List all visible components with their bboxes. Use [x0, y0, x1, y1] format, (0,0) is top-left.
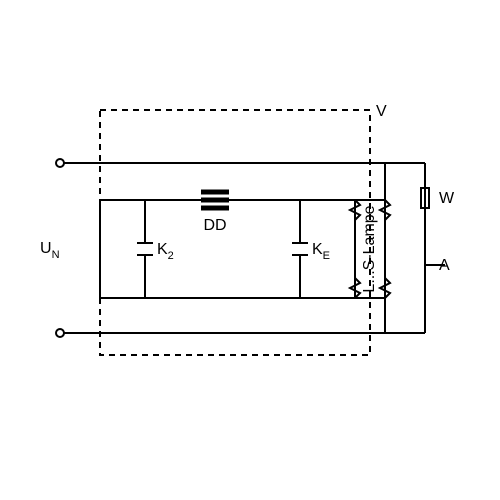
input-terminal-bottom	[56, 329, 64, 337]
lamp-label: L...S-Lampe	[361, 205, 378, 292]
label-v: V	[376, 103, 387, 120]
label-k2: K2	[157, 241, 174, 262]
label-a: A	[439, 257, 450, 274]
label-w: W	[439, 190, 455, 207]
enclosure-v	[100, 110, 370, 355]
input-terminal-top	[56, 159, 64, 167]
label-dd: DD	[203, 217, 226, 234]
capacitor-ke	[292, 200, 308, 298]
inductor-dd	[201, 190, 229, 211]
label-ke: KE	[312, 241, 330, 262]
label-un: UN	[40, 240, 60, 261]
capacitor-k2	[137, 200, 153, 298]
